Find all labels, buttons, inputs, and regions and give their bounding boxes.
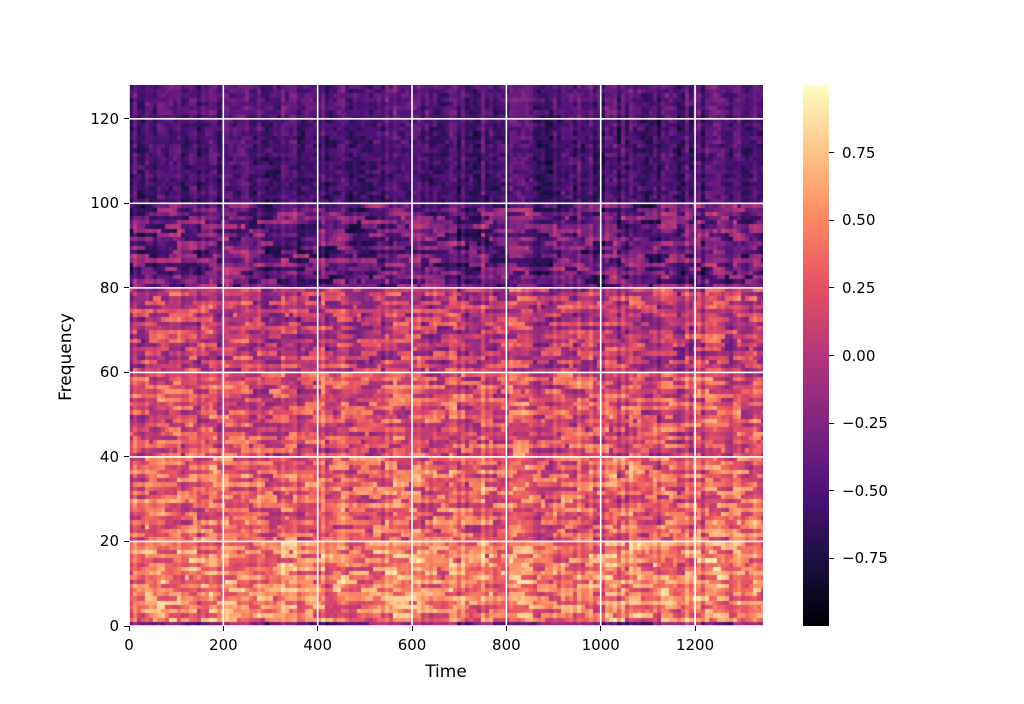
y-tick-mark xyxy=(124,371,129,373)
y-axis-label: Frequency xyxy=(56,313,76,401)
spectrogram-heatmap xyxy=(129,85,763,626)
colorbar-tick-mark xyxy=(829,287,834,289)
x-tick-mark xyxy=(694,626,696,631)
x-tick-label: 1200 xyxy=(675,636,715,654)
colorbar-tick-label: 0.50 xyxy=(842,211,876,230)
y-tick-label: 40 xyxy=(99,447,119,466)
x-tick-label: 800 xyxy=(492,636,521,654)
y-tick-label: 100 xyxy=(90,194,119,213)
y-tick-mark xyxy=(124,456,129,458)
x-tick-label: 200 xyxy=(209,636,238,654)
x-tick-label: 400 xyxy=(303,636,333,654)
colorbar-tick-mark xyxy=(829,557,834,559)
x-tick-mark xyxy=(411,626,413,631)
colorbar-tick-mark xyxy=(829,219,834,221)
y-tick-label: 60 xyxy=(99,363,119,382)
plot-area xyxy=(128,85,763,627)
x-axis-label: Time xyxy=(425,662,467,682)
colorbar-tick-label: −0.50 xyxy=(842,481,888,500)
colorbar-tick-mark xyxy=(829,355,834,356)
x-tick-mark xyxy=(222,626,224,631)
y-tick-label: 0 xyxy=(109,617,119,635)
grid-lines xyxy=(128,85,763,627)
colorbar-tick-mark xyxy=(829,422,834,424)
y-tick-mark xyxy=(124,202,129,204)
colorbar-tick-mark xyxy=(829,490,834,492)
colorbar-tick-label: −0.25 xyxy=(842,414,888,433)
colorbar-tick-label: 0.75 xyxy=(842,143,876,162)
y-tick-label: 120 xyxy=(90,109,119,128)
y-tick-mark xyxy=(124,118,129,120)
y-tick-label: 80 xyxy=(99,278,119,297)
x-tick-mark xyxy=(317,626,319,631)
y-tick-mark xyxy=(124,287,129,289)
x-tick-label: 0 xyxy=(124,636,134,654)
y-tick-mark xyxy=(124,625,129,627)
colorbar-tick-label: −0.75 xyxy=(842,549,888,568)
colorbar xyxy=(803,85,829,626)
x-tick-label: 1000 xyxy=(581,636,620,654)
x-tick-mark xyxy=(505,626,507,631)
colorbar-tick-label: 0.25 xyxy=(842,278,876,297)
y-tick-mark xyxy=(124,540,129,542)
x-tick-mark xyxy=(128,626,130,631)
colorbar-tick-label: 0.00 xyxy=(842,346,876,365)
x-tick-label: 600 xyxy=(397,636,427,654)
x-tick-mark xyxy=(600,626,602,631)
colorbar-tick-mark xyxy=(829,152,834,154)
y-tick-label: 20 xyxy=(99,532,119,551)
